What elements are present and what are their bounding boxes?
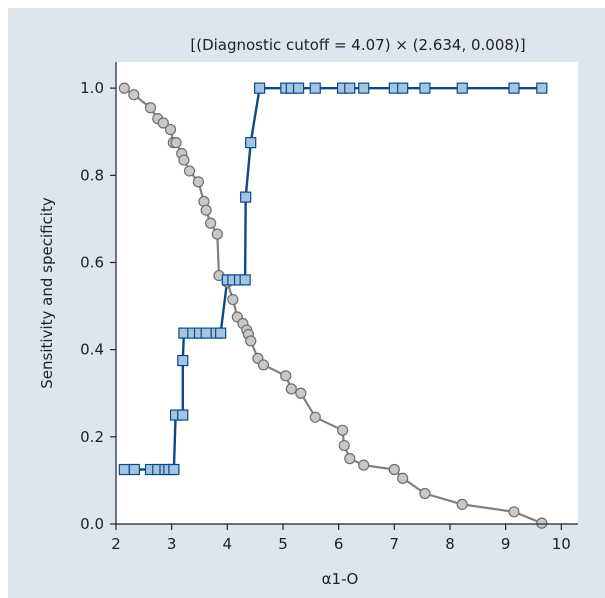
series-1-point [211, 228, 223, 240]
series-1-point [183, 165, 196, 177]
series-1-point [456, 498, 468, 510]
series-1-point [336, 424, 349, 436]
x-tick-label: 10 [552, 535, 571, 553]
series-1-point [128, 89, 140, 101]
series-1-point [285, 383, 297, 395]
series-1-point [309, 411, 321, 423]
y-tick-label: 1.0 [80, 79, 104, 97]
y-tick-label: 0.6 [80, 253, 104, 271]
series-1-point [205, 217, 217, 229]
series-1-point [536, 517, 548, 529]
series-1-point [178, 154, 190, 166]
series-2-point [419, 82, 431, 94]
x-tick-label: 7 [390, 535, 400, 553]
series-1-point [144, 102, 157, 114]
x-tick-label: 2 [111, 535, 121, 553]
series-1-point [164, 123, 177, 136]
x-tick-label: 5 [278, 535, 288, 553]
series-1-point [338, 439, 350, 452]
x-tick-label: 9 [501, 535, 511, 553]
series-2-point [240, 191, 252, 203]
series-2-point [309, 82, 321, 94]
series-2-point [456, 82, 468, 94]
x-tick-label: 3 [167, 535, 177, 553]
chart-title: [(Diagnostic cutoff = 4.07) × (2.634, 0.… [190, 36, 525, 54]
series-1-point [358, 459, 370, 471]
series-1-point [419, 487, 431, 500]
series-2-point [177, 354, 189, 367]
y-axis-title: Sensitivity and specificity [38, 197, 56, 389]
x-axis-title: α1-O [322, 570, 359, 588]
series-1-point [295, 387, 307, 399]
series-1-point [245, 335, 257, 347]
series-1-point [200, 204, 212, 216]
series-1-point [118, 82, 130, 94]
series-2-point [245, 137, 257, 149]
series-2-point [239, 274, 251, 286]
series-1-point [344, 453, 356, 465]
chart-figure: 2 3 4 5 6 7 8 9 10 0.0 0.2 0.4 0.6 0.8 1.0 [(Diagnosti… [8, 8, 605, 598]
series-2-point [177, 409, 189, 421]
y-tick-label: 0.4 [80, 341, 104, 359]
series-2-point [397, 82, 409, 94]
x-tick-label: 6 [334, 535, 344, 553]
series-1-point [157, 117, 169, 129]
series-2-point [200, 327, 212, 339]
chart-svg: 2 3 4 5 6 7 8 9 10 0.0 0.2 0.4 0.6 0.8 1.0 [(Diagnosti… [38, 36, 578, 588]
series-2-point [254, 82, 266, 94]
y-tick-label: 0.8 [80, 166, 104, 184]
series-1-point [257, 359, 270, 371]
series-2-point [292, 82, 305, 94]
x-tick-label: 8 [445, 535, 455, 553]
series-1-point [227, 293, 239, 306]
series-2-point [536, 82, 548, 94]
series-2-point [508, 82, 520, 94]
series-2-point [358, 82, 370, 94]
series-1-point [388, 463, 400, 476]
series-2-point [168, 463, 180, 476]
series-2-point [215, 327, 227, 339]
x-tick-label: 4 [223, 535, 233, 553]
series-1-point [170, 137, 182, 149]
series-1-point [192, 176, 204, 188]
series-2-point [128, 463, 140, 476]
y-tick-label: 0.2 [80, 428, 104, 446]
series-2-point [118, 463, 130, 476]
y-tick-label: 0.0 [80, 515, 104, 533]
series-1-point [280, 370, 292, 382]
series-2-point [344, 82, 356, 94]
series-1-point [508, 506, 520, 518]
series-1-point [397, 472, 409, 484]
